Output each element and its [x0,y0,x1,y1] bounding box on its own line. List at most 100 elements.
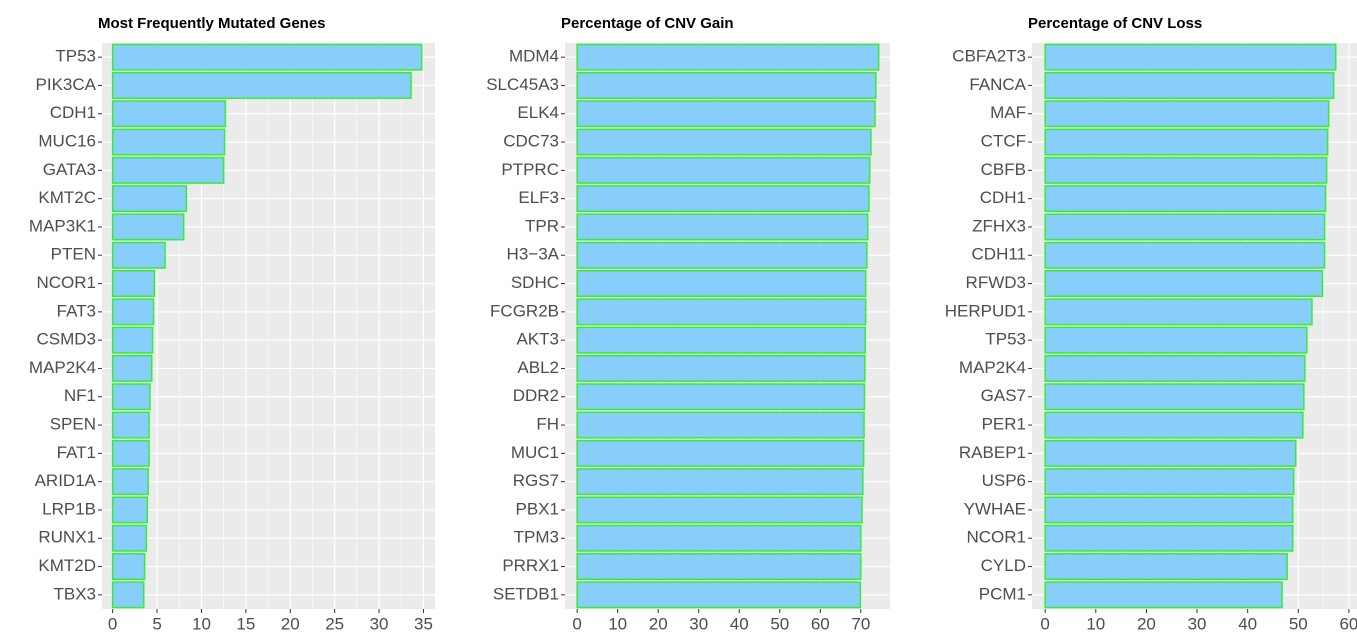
bar [1044,241,1326,269]
y-tick-label: PBX1 [516,499,559,518]
bar [576,553,862,581]
y-tick-label: CBFB [981,160,1026,179]
y-tick-label: PCM1 [979,584,1026,603]
bar [111,411,150,439]
y-tick-label: GAS7 [981,386,1026,405]
bar [1044,156,1328,184]
y-tick-label: CDH1 [50,103,96,122]
y-tick-label: CBFA2T3 [952,47,1026,66]
x-tick-label: 5 [152,614,161,633]
chart-title: Percentage of CNV Gain [561,15,734,32]
y-tick-label: TP53 [55,47,96,66]
y-tick-label: RUNX1 [38,528,96,547]
y-tick-label: HERPUD1 [945,301,1026,320]
y-tick-label: TP53 [985,330,1026,349]
y-tick-label: ELK4 [517,103,559,122]
bar [1044,213,1326,241]
x-tick-label: 20 [649,614,668,633]
y-tick-label: SETDB1 [493,584,559,603]
bar [576,43,880,71]
y-tick-label: ELF3 [518,188,559,207]
y-tick-label: MUC16 [38,132,96,151]
y-tick-label: MAF [990,103,1026,122]
bar [1044,43,1337,71]
bar [111,241,166,269]
bar [111,524,148,552]
x-tick-label: 0 [1040,614,1049,633]
y-tick-label: SDHC [511,273,559,292]
bar [576,241,868,269]
x-tick-label: 20 [1137,614,1156,633]
panel-background [1032,43,1357,609]
chart-title: Percentage of CNV Loss [1028,15,1202,32]
bar [111,270,156,298]
y-tick-label: PIK3CA [36,75,97,94]
bar [111,156,225,184]
y-tick-label: NF1 [64,386,96,405]
y-tick-label: AKT3 [516,330,559,349]
y-tick-label: PER1 [982,415,1026,434]
bar [576,354,866,382]
x-tick-label: 60 [1339,614,1357,633]
y-tick-label: RGS7 [513,471,559,490]
y-tick-label: NCOR1 [36,273,96,292]
x-tick-label: 50 [1289,614,1308,633]
bar [576,213,869,241]
y-tick-label: CDC73 [503,132,559,151]
y-tick-label: CYLD [981,556,1026,575]
bar [1044,383,1305,411]
bar [1044,439,1297,467]
panel-background [102,43,435,609]
x-tick-label: 10 [1086,614,1105,633]
bar [111,213,185,241]
x-tick-label: 30 [1188,614,1207,633]
bar [111,354,153,382]
bar [1044,298,1313,326]
bar [111,468,149,496]
bar [1044,185,1327,213]
x-tick-label: 0 [108,614,117,633]
bar [576,100,876,128]
y-tick-label: RABEP1 [959,443,1026,462]
x-tick-label: 30 [689,614,708,633]
bar [111,496,149,524]
y-tick-label: PRRX1 [502,556,559,575]
bar [576,71,877,99]
y-tick-label: CSMD3 [36,330,96,349]
bar [1044,270,1324,298]
bar [576,128,872,156]
y-tick-label: H3−3A [507,245,560,264]
y-tick-label: GATA3 [43,160,96,179]
bar [111,71,412,99]
bar [111,43,423,71]
bar [576,326,867,354]
bar [1044,496,1294,524]
bar [1044,411,1304,439]
bar [1044,354,1306,382]
x-tick-label: 15 [236,614,255,633]
y-tick-label: SLC45A3 [486,75,559,94]
x-tick-label: 40 [730,614,749,633]
bar [1044,581,1283,609]
bar [111,581,145,609]
bar [1044,524,1294,552]
bar [111,383,151,411]
bar [576,270,867,298]
y-tick-label: MDM4 [509,47,559,66]
y-tick-label: CDH11 [972,245,1026,264]
bar [576,156,871,184]
y-tick-label: CTCF [981,132,1026,151]
x-tick-label: 20 [281,614,300,633]
y-tick-label: USP6 [982,471,1026,490]
bar [1044,553,1288,581]
y-tick-label: DDR2 [513,386,559,405]
y-tick-label: TPR [525,216,559,235]
bar [576,383,866,411]
y-tick-label: LRP1B [42,499,96,518]
x-tick-label: 50 [770,614,789,633]
y-tick-label: FANCA [969,75,1026,94]
bar [111,439,150,467]
y-tick-label: KMT2C [38,188,96,207]
